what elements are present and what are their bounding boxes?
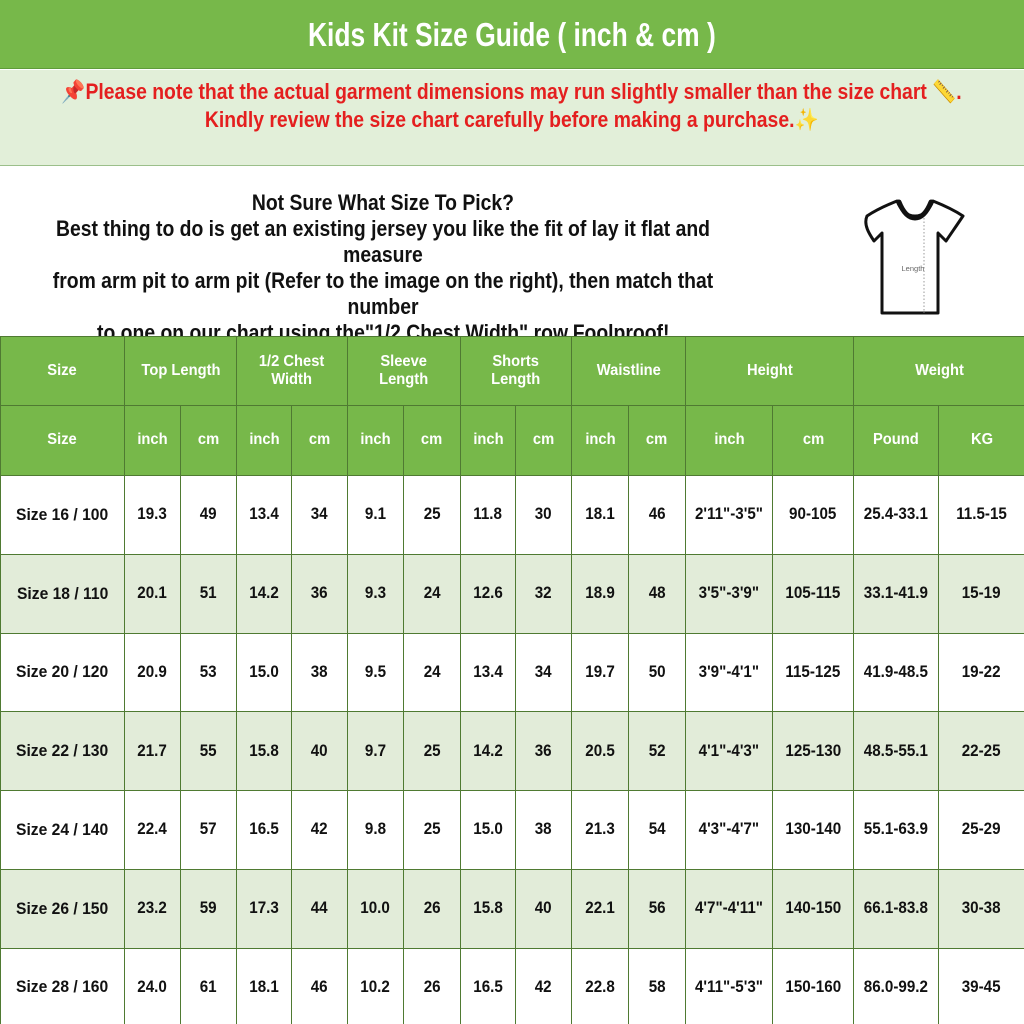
svg-text:Length: Length bbox=[902, 264, 925, 273]
